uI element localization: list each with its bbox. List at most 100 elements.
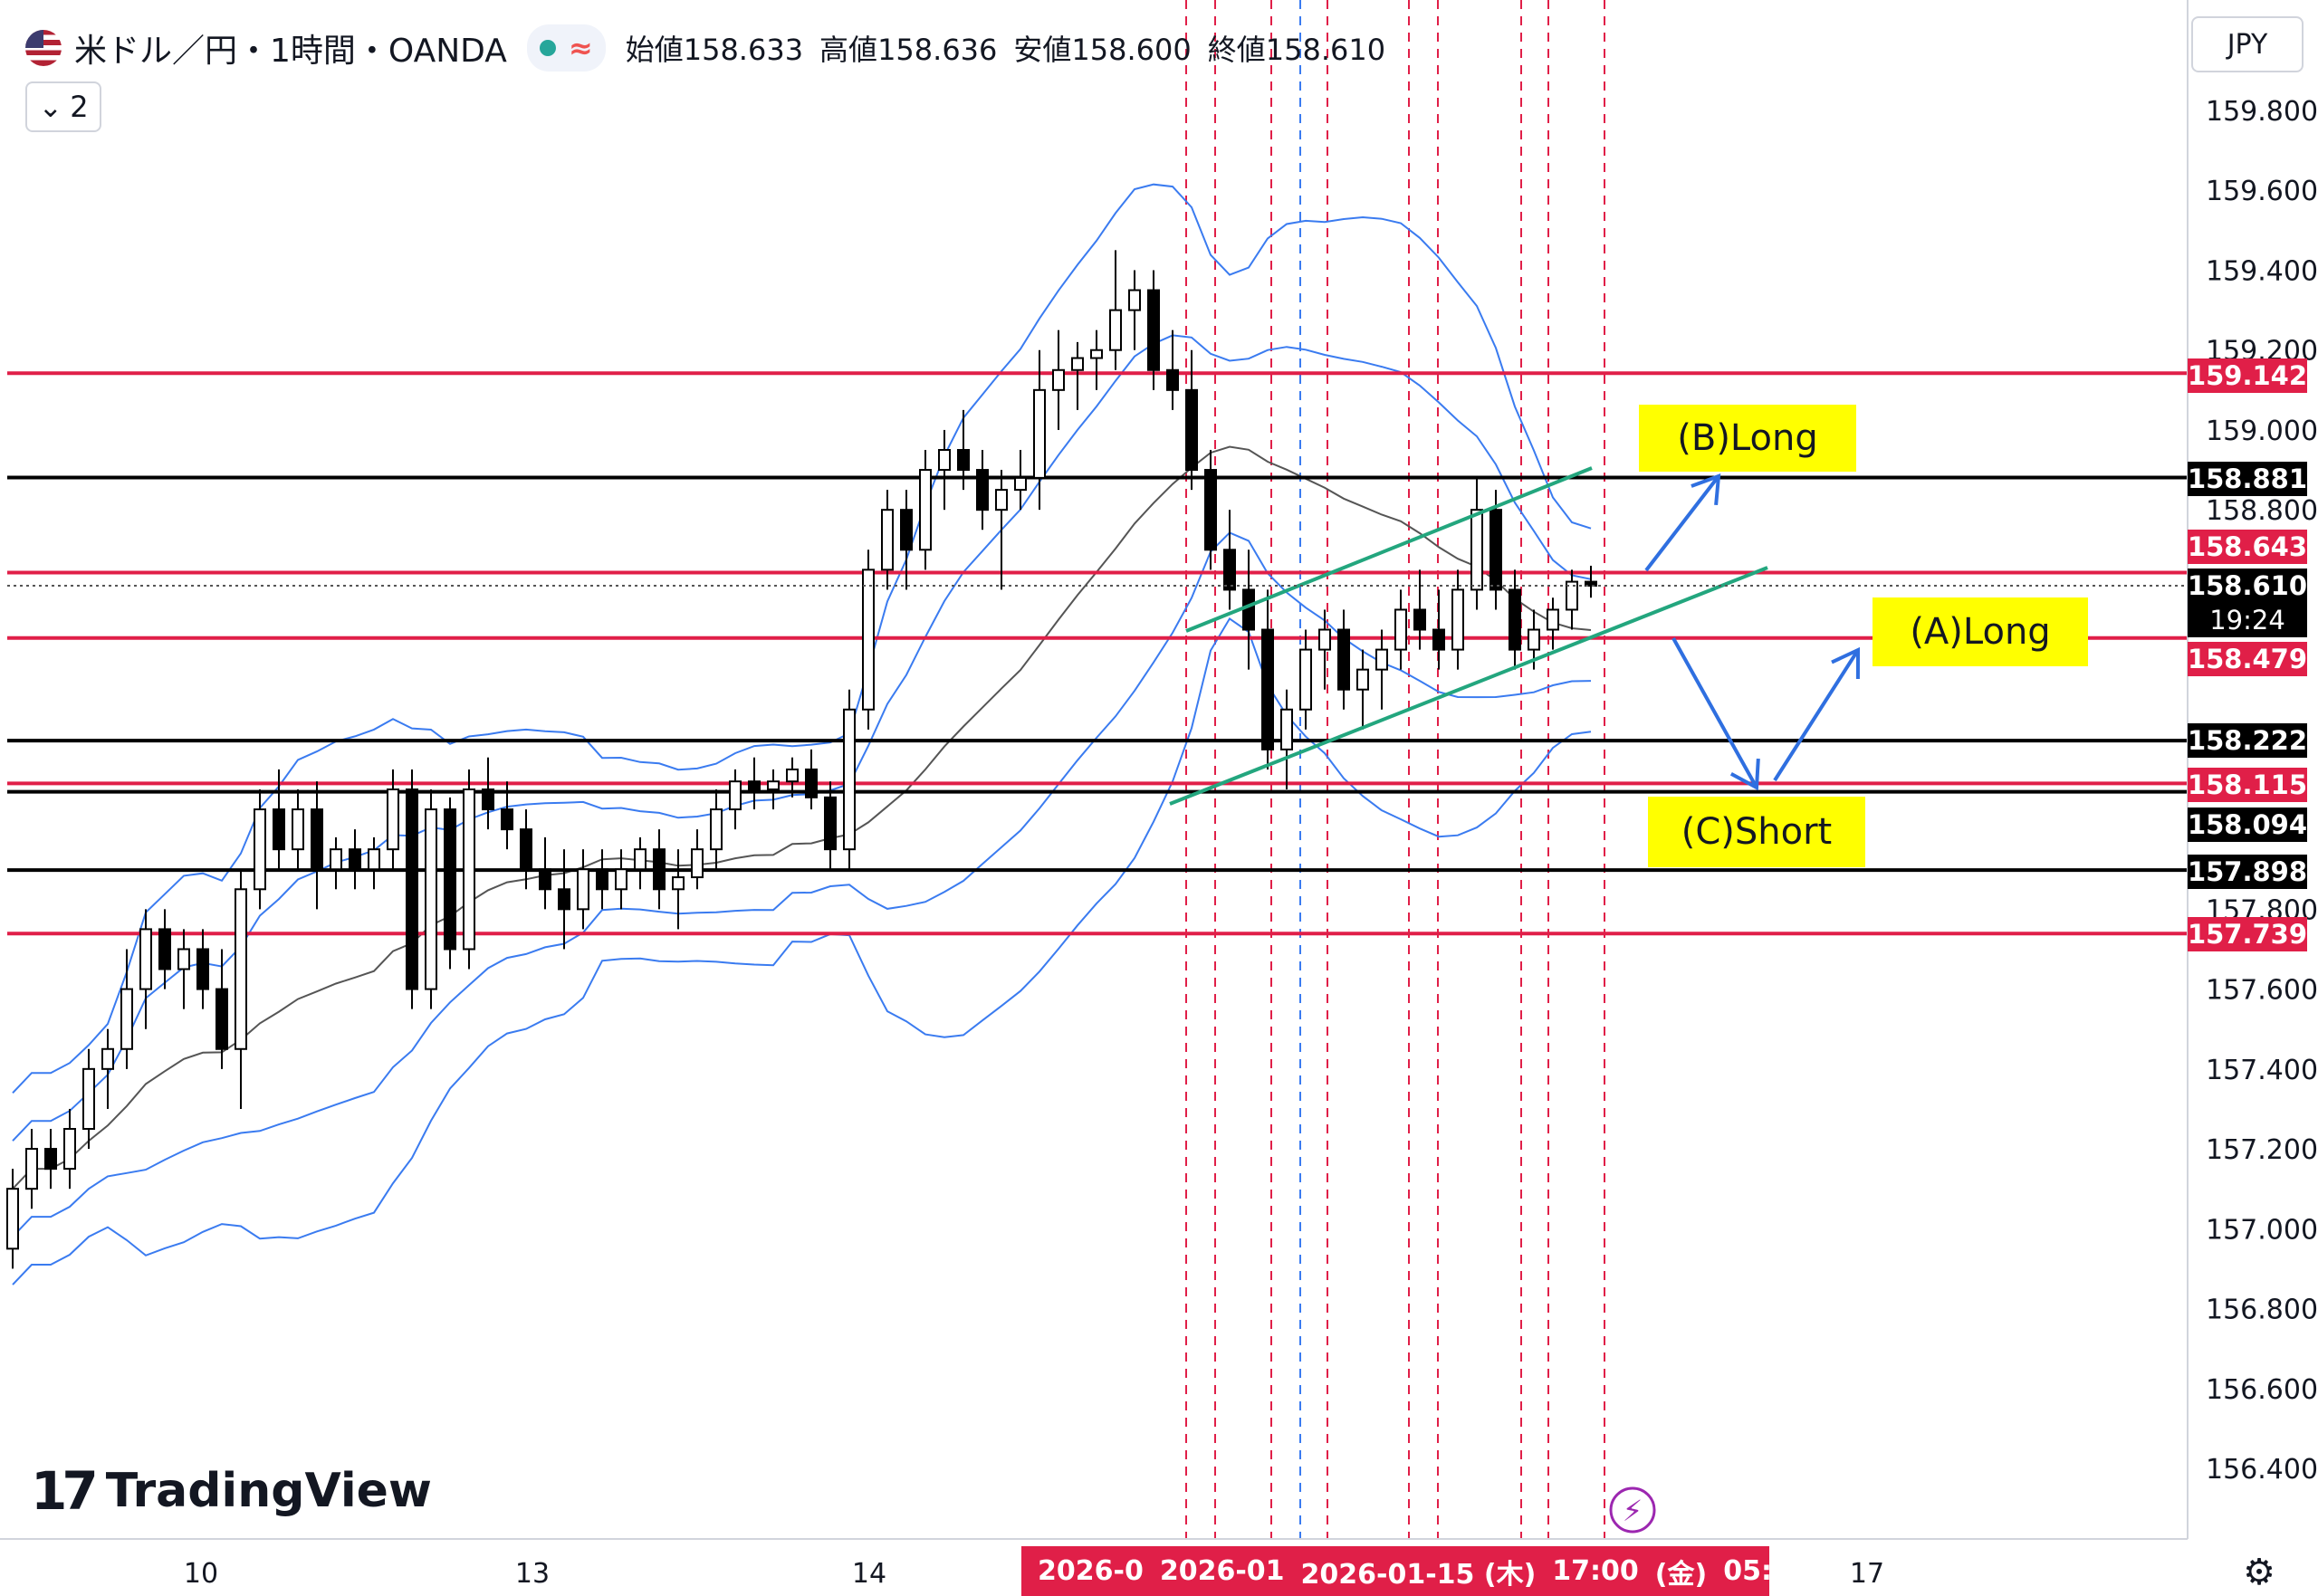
time-axis[interactable]: 10 13 14 17 ⚙ ⚡ [184, 1486, 2275, 1593]
price-axis[interactable]: 159.800159.600159.400159.200159.000158.8… [0, 0, 2318, 1540]
tradingview-wordmark: TradingView [105, 1464, 432, 1518]
price-tick-label: 159.000 [2206, 416, 2318, 447]
trend-channel[interactable] [1169, 466, 1768, 806]
candle-body [1147, 289, 1160, 371]
price-tick-label: 157.400 [2206, 1055, 2318, 1086]
lightning-icon[interactable] [1609, 1486, 1656, 1534]
price-label-157898: 157.898 [2187, 855, 2308, 889]
candle-body [387, 788, 399, 851]
arrow-b-long-head [1691, 473, 1721, 506]
price-tick-label: 157.000 [2206, 1214, 2318, 1246]
range-time-1: 17:00 [1552, 1555, 1639, 1587]
arrow-b-long [1644, 474, 1720, 572]
candle-body [862, 569, 875, 711]
candle-body [501, 808, 513, 831]
candle-body [82, 1067, 95, 1130]
candle-body [767, 780, 780, 790]
ohlc-values: 始値158.633 高値158.636 安値158.600 終値158.610 [626, 27, 1385, 69]
candle-body [1299, 648, 1312, 711]
price-tick-label: 159.800 [2206, 96, 2318, 128]
middle-band [12, 445, 1592, 1190]
candle-body [577, 868, 589, 911]
candle-body [368, 848, 380, 871]
gear-icon[interactable]: ⚙ [2243, 1552, 2275, 1593]
candle-body [1337, 628, 1350, 691]
arrow-a-long-head [1831, 646, 1861, 680]
open-label: 始値 [625, 33, 684, 67]
price-tick-label: 156.400 [2206, 1454, 2318, 1486]
symbol-title[interactable]: 米ドル／円・1時間・OANDA [74, 33, 507, 70]
candle-body [216, 988, 228, 1050]
last-price-label: 158.610 [2187, 569, 2308, 603]
us-flag-icon [25, 30, 62, 66]
time-range-highlight[interactable]: 2026-0 2026-01 2026-01-15 (木) 17:00 (金) … [1021, 1546, 1769, 1596]
candle-body [120, 988, 133, 1050]
candle-body [1090, 349, 1103, 359]
candle-body [672, 876, 685, 891]
annotation-b-long[interactable]: (B)Long [1639, 405, 1856, 472]
channel-upper-line [1185, 466, 1593, 633]
bar-countdown: 19:24 [2188, 603, 2307, 637]
candle-body [1356, 668, 1369, 691]
time-tick-label: 10 [184, 1558, 218, 1590]
candle-body [653, 848, 666, 891]
candle-body [158, 928, 171, 970]
candle-body [139, 928, 152, 990]
candle-body [1318, 628, 1331, 651]
candle-body [1014, 476, 1027, 492]
candle-body [311, 808, 323, 871]
indicator-count: 2 [70, 90, 89, 124]
candle-body [1261, 628, 1274, 750]
status-pill[interactable]: ≈ [526, 24, 606, 72]
candle-body [1128, 289, 1141, 311]
candle-body [1566, 580, 1578, 611]
price-label-158222: 158.222 [2187, 723, 2308, 758]
chevron-down-icon: ⌄ [38, 90, 63, 124]
chart-header: 米ドル／円・1時間・OANDA ≈ 始値158.633 高値158.636 安値… [25, 22, 1385, 74]
candle-body [25, 1148, 38, 1190]
scenario-arrows[interactable] [1644, 473, 1861, 791]
lower-band-2sigma [12, 616, 1592, 1285]
time-tick-label: 13 [515, 1558, 550, 1590]
candle-body [1451, 588, 1464, 651]
candle-body [6, 1188, 19, 1250]
candle-body [1432, 628, 1445, 651]
candle-body [938, 449, 951, 472]
candle-body [235, 888, 247, 1050]
candle-body [634, 848, 647, 871]
price-label-157739: 157.739 [2187, 917, 2308, 951]
candle-body [615, 868, 627, 891]
low-label: 安値 [1013, 33, 1072, 67]
candle-body [1509, 588, 1521, 651]
annotation-a-long[interactable]: (A)Long [1873, 597, 2088, 666]
range-date-3: 2026-01-15 (木) [1300, 1558, 1537, 1591]
candle-body [1489, 509, 1502, 591]
candle-body [101, 1047, 114, 1070]
candle-body [1071, 357, 1084, 371]
candle-body [1033, 388, 1046, 479]
candle-body [44, 1148, 57, 1171]
candle-body [1394, 608, 1407, 651]
candle-body [881, 509, 894, 571]
price-tick-label: 158.800 [2206, 495, 2318, 527]
candle-body [1280, 708, 1293, 750]
annotation-c-short[interactable]: (C)Short [1648, 797, 1865, 867]
candle-body [900, 509, 913, 551]
currency-button[interactable]: JPY [2191, 16, 2304, 72]
upper-band-2sigma [12, 183, 1592, 1094]
range-weekday: (金) [1654, 1558, 1708, 1591]
tradingview-logo[interactable]: 17 TradingView [31, 1459, 432, 1523]
indicators-toggle-button[interactable]: ⌄ 2 [25, 81, 101, 132]
price-tick-label: 159.600 [2206, 176, 2318, 207]
candle-body [1223, 549, 1236, 591]
candle-body [558, 888, 570, 911]
candle-body [539, 868, 551, 891]
tradingview-mark-icon: 17 [31, 1460, 99, 1522]
bollinger-bands [12, 183, 1592, 1285]
candle-body [1528, 628, 1540, 651]
candle-body [273, 808, 285, 851]
arrow-a-long [1773, 648, 1860, 782]
candle-body [957, 449, 970, 472]
candle-body [1547, 608, 1559, 631]
